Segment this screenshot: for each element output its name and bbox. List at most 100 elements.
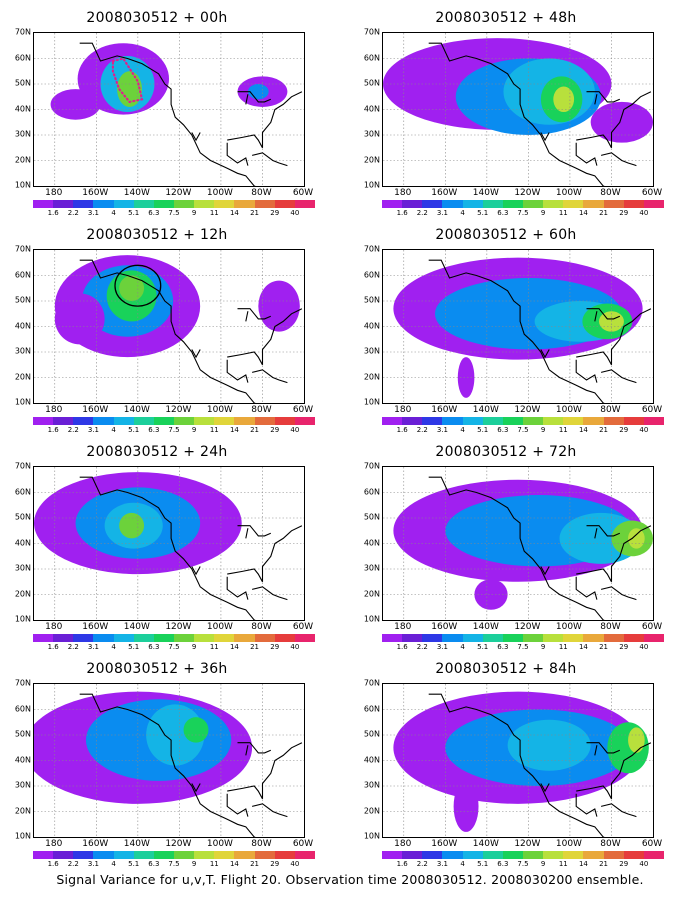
coastline (79, 259, 256, 403)
longitude-label: 140W (123, 839, 150, 849)
legend-label: 5.1 (128, 209, 140, 217)
longitude-label: 180 (394, 405, 412, 415)
legend-swatch (33, 417, 54, 425)
latitude-label: 70N (14, 461, 31, 471)
map-panel: 2008030512 + 24h 70N 60N 50N 40N 30N 20N 10N 180… (7, 444, 315, 654)
coastline (79, 42, 256, 186)
legend-swatch (53, 634, 74, 642)
legend-swatch (274, 634, 295, 642)
legend-label: 40 (290, 860, 300, 868)
legend-swatch (33, 634, 54, 642)
legend-swatch (274, 851, 295, 859)
legend-swatch (402, 200, 423, 208)
coastline (428, 693, 605, 837)
legend-swatch (522, 851, 544, 859)
legend-swatch (422, 851, 443, 859)
legend-label: 1.6 (396, 643, 408, 651)
legend-label: 29 (270, 860, 280, 868)
latitude-label: 40N (363, 538, 380, 547)
longitude-label: 100W (555, 622, 582, 632)
longitude-label: 140W (472, 188, 499, 198)
legend-swatch (294, 200, 315, 208)
longitude-label: 120W (514, 188, 541, 198)
panel-title: 2008030512 + 48h (435, 10, 577, 26)
legend-swatch (93, 851, 114, 859)
legend-swatch (402, 417, 423, 425)
coastline (575, 576, 598, 600)
legend-swatch (543, 417, 564, 425)
map-area (33, 466, 305, 621)
longitude-label: 180 (394, 622, 412, 632)
coastline (540, 349, 550, 359)
color-legend: 1.6 2.2 3.1 4 5.1 6.3 7.5 9 11 14 21 29 40 (382, 634, 664, 654)
legend-swatch (442, 634, 463, 642)
legend-label: 21 (250, 643, 260, 651)
coastline (79, 476, 256, 620)
coastline (245, 745, 249, 756)
longitude-label: 140W (123, 622, 150, 632)
variance-contour (183, 717, 209, 743)
legend-swatch (623, 417, 644, 425)
legend-swatch (643, 851, 664, 859)
legend-swatch (234, 200, 255, 208)
longitude-label: 80W (600, 405, 621, 415)
legend-label: 40 (290, 209, 300, 217)
legend-label: 29 (619, 643, 629, 651)
coastline (576, 308, 652, 366)
coastline (594, 311, 598, 322)
legend-label: 11 (209, 643, 219, 651)
legend-label: 1.6 (47, 860, 59, 868)
variance-contour (247, 84, 269, 100)
legend-swatch (382, 417, 403, 425)
legend-swatch (173, 417, 195, 425)
legend-swatch (643, 417, 664, 425)
coastline (586, 91, 621, 103)
map-panel: 2008030512 + 00h 70N 60N 50N 40N 30N 20N 10N 180… (7, 10, 315, 220)
legend-swatch (543, 634, 564, 642)
latitude-label: 50N (14, 78, 31, 88)
legend-swatch (194, 851, 215, 859)
coastline (191, 349, 201, 359)
legend-label: 2.2 (416, 860, 428, 868)
latitude-label: 70N (363, 678, 380, 688)
legend-swatch (422, 634, 443, 642)
legend-swatch (583, 200, 604, 208)
legend-label: 2.2 (416, 643, 428, 651)
legend-swatch (53, 417, 74, 425)
longitude-label: 100W (206, 839, 233, 849)
longitude-label: 100W (206, 188, 233, 198)
legend-label: 7.5 (168, 426, 180, 434)
longitude-label: 160W (82, 405, 109, 415)
legend-label: 21 (599, 643, 609, 651)
legend-label: 14 (229, 860, 239, 868)
coastline (600, 152, 637, 167)
legend-swatch (73, 417, 94, 425)
map-svg (34, 33, 304, 186)
legend-label: 6.3 (497, 426, 509, 434)
latitude-label: 10N (14, 180, 31, 190)
latitude-label: 40N (14, 538, 31, 547)
legend-label: 2.2 (67, 643, 79, 651)
latitude-label: 10N (14, 614, 31, 624)
map-panel: 2008030512 + 36h 70N 60N 50N 40N 30N 20N 10N 180… (7, 661, 315, 871)
legend-label: 3.1 (436, 860, 448, 868)
legend-label: 2.2 (416, 426, 428, 434)
latitude-label: 10N (363, 831, 380, 841)
latitude-label: 20N (14, 155, 31, 164)
legend-label: 40 (290, 426, 300, 434)
legend-label: 14 (229, 209, 239, 217)
legend-swatch (173, 634, 195, 642)
longitude-label: 140W (472, 405, 499, 415)
variance-contour (119, 275, 145, 301)
legend-swatch (522, 417, 544, 425)
variance-contour (117, 71, 142, 107)
latitude-label: 50N (363, 729, 380, 739)
legend-label: 40 (639, 643, 649, 651)
panel-title: 2008030512 + 00h (86, 10, 228, 26)
legend-label: 14 (578, 426, 588, 434)
coastline (237, 742, 272, 754)
legend-label: 11 (558, 643, 568, 651)
longitude-label: 120W (165, 405, 192, 415)
legend-label: 14 (578, 643, 588, 651)
legend-label: 11 (209, 426, 219, 434)
